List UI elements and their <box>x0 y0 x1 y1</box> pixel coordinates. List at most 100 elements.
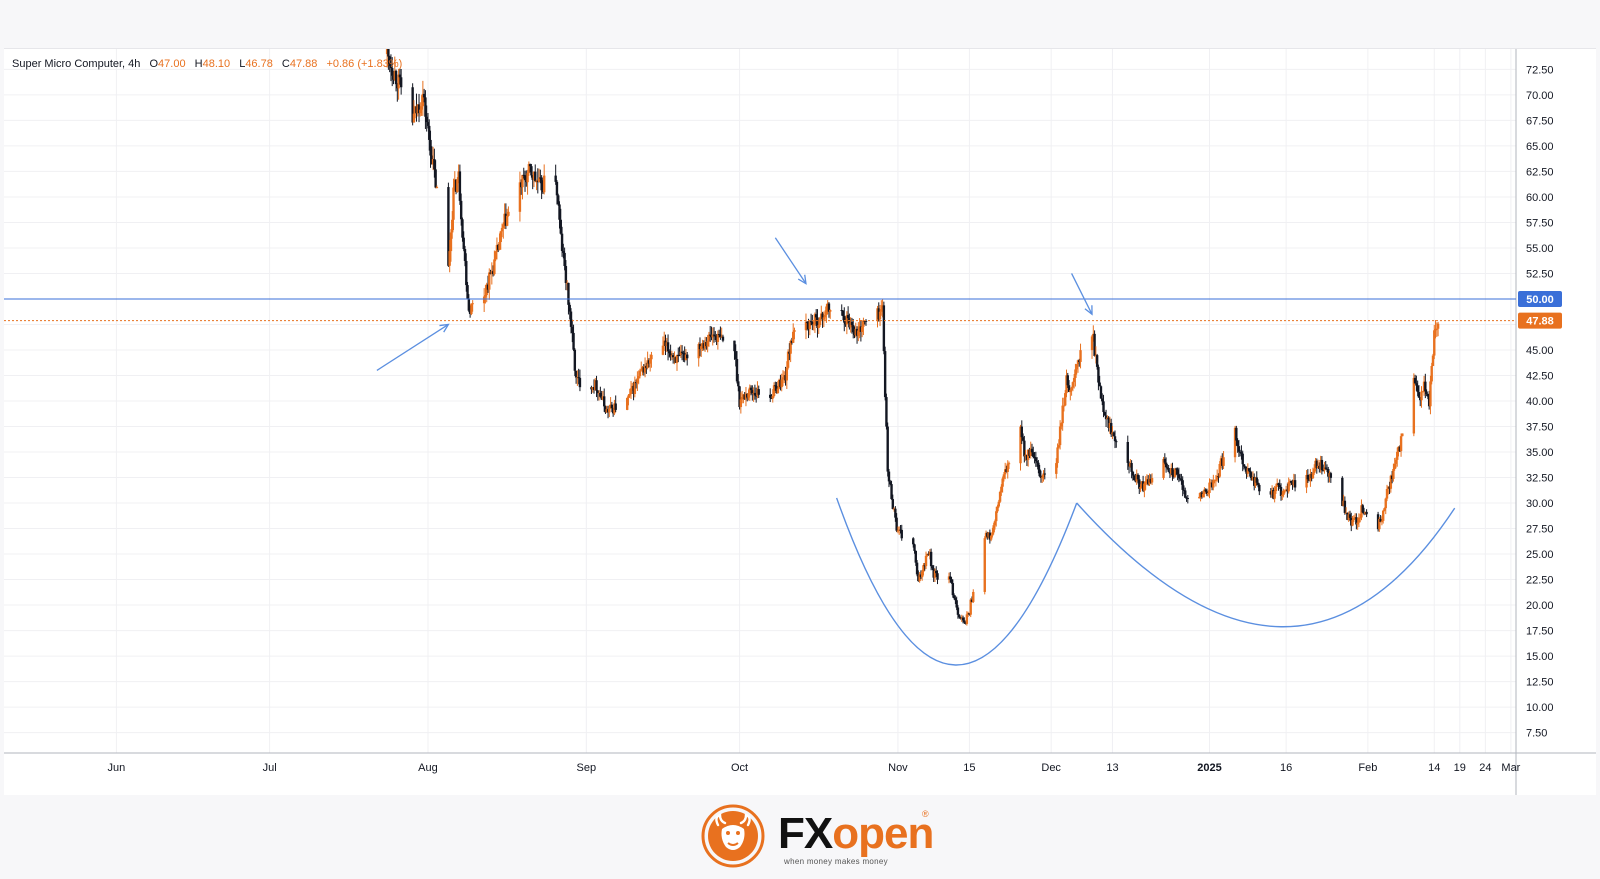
candle-body <box>840 310 843 312</box>
candle-body <box>927 553 930 555</box>
candle-body <box>1419 397 1422 401</box>
y-tick-label: 10.00 <box>1526 702 1554 714</box>
candle-body <box>486 284 490 290</box>
candle-body <box>719 334 722 338</box>
candle-body <box>565 282 569 284</box>
candle-body <box>1173 468 1177 477</box>
candle-body <box>790 340 794 343</box>
candle-body <box>1378 518 1381 530</box>
candle-body <box>1254 477 1257 486</box>
candle-body <box>960 617 963 619</box>
candle-body <box>627 395 630 399</box>
candle-body <box>923 565 926 567</box>
candle-body <box>827 303 831 312</box>
candle-body <box>1427 396 1431 407</box>
candle-body <box>996 506 999 512</box>
candle-body <box>1240 452 1243 454</box>
candle-body <box>1315 460 1318 468</box>
candle-body <box>1273 491 1276 499</box>
candle-body <box>458 171 462 201</box>
candle-body <box>1163 458 1167 463</box>
candle-body <box>466 285 469 299</box>
candle-body <box>532 171 536 180</box>
candle-body <box>984 532 988 539</box>
candle-body <box>1028 449 1031 456</box>
candle-body <box>542 175 546 193</box>
candle-body <box>663 340 666 346</box>
candle-body <box>823 315 827 318</box>
candle-body <box>804 321 808 331</box>
candle-body <box>433 158 436 170</box>
y-tick-label: 30.00 <box>1526 498 1554 510</box>
candle-body <box>686 354 689 359</box>
candle-body <box>821 313 824 320</box>
candle-body <box>426 122 430 126</box>
y-tick-label: 72.50 <box>1526 64 1554 76</box>
candle-body <box>1207 492 1210 495</box>
candle-body <box>592 387 596 390</box>
chart-area[interactable]: 7.50 10.00 12.50 15.00 17.50 20.00 22.50 25.00 2… <box>4 48 1596 795</box>
candle-body <box>952 595 956 599</box>
candle-body <box>1033 456 1036 458</box>
candle-body <box>858 326 861 331</box>
candlestick-chart[interactable]: 7.50 10.00 12.50 15.00 17.50 20.00 22.50 25.00 2… <box>4 49 1596 795</box>
legend-open: 47.00 <box>158 58 186 70</box>
candle-body <box>864 320 868 322</box>
registered-mark: ® <box>922 809 929 819</box>
y-tick-label: 67.50 <box>1526 115 1554 127</box>
candle-body <box>1064 393 1067 406</box>
candle-body <box>1388 486 1391 489</box>
candle-body <box>1221 458 1224 466</box>
candle-body <box>527 164 531 174</box>
candle-body <box>811 321 814 325</box>
candle-body <box>1394 459 1398 464</box>
candle-body <box>1361 505 1364 513</box>
candle-body <box>1425 391 1428 394</box>
candle-body <box>1070 387 1073 391</box>
candle-body <box>1019 426 1022 464</box>
candle-body <box>451 219 454 233</box>
candle-body <box>1379 518 1382 522</box>
candle-body <box>935 570 938 574</box>
candle-body <box>554 175 557 182</box>
candle-body <box>564 266 568 284</box>
candle-body <box>1329 473 1333 478</box>
candle-body <box>780 379 783 388</box>
candle-body <box>1135 474 1138 482</box>
candle-body <box>1255 477 1258 483</box>
candle-body <box>1215 476 1219 480</box>
candle-body <box>986 532 989 537</box>
candle-body <box>1108 422 1112 428</box>
candle-body <box>525 180 528 183</box>
candle-body <box>603 396 606 407</box>
candle-body <box>1359 517 1362 519</box>
candle-body <box>776 388 780 394</box>
candle-body <box>625 398 629 410</box>
candle-body <box>912 538 915 545</box>
candle-body <box>1098 382 1101 387</box>
candle-body <box>932 568 935 578</box>
candle-body <box>1218 463 1221 477</box>
candle-body <box>456 179 459 192</box>
candle-body <box>1126 441 1129 463</box>
candle-body <box>1076 360 1080 365</box>
candle-body <box>411 87 414 123</box>
candle-body <box>705 342 708 347</box>
candle-body <box>1401 433 1404 437</box>
candle-body <box>424 97 427 117</box>
candle-body <box>747 393 750 398</box>
candle-body <box>683 353 686 361</box>
candle-body <box>1306 474 1310 480</box>
candle-body <box>1313 468 1316 474</box>
candle-body <box>461 219 464 238</box>
candle-body <box>860 326 864 332</box>
candle-body <box>928 551 932 555</box>
candle-body <box>537 177 541 183</box>
candle-body <box>1038 469 1041 477</box>
candle-body <box>931 566 934 569</box>
candle-body <box>1078 360 1081 362</box>
candle-body <box>700 346 703 350</box>
candle-body <box>1145 479 1149 482</box>
candle-body <box>489 272 492 274</box>
candle-body <box>742 394 745 397</box>
